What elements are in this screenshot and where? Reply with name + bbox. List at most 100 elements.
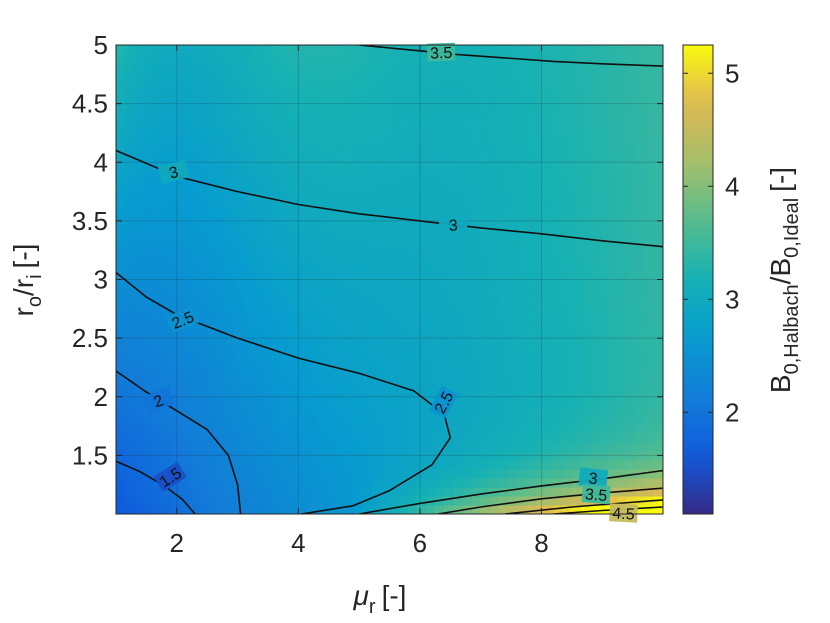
heatmap-cell — [225, 153, 236, 163]
heatmap-cell — [580, 261, 591, 272]
heatmap-cell — [608, 468, 619, 479]
heatmap-cell — [289, 216, 299, 226]
heatmap-cell — [626, 396, 637, 407]
heatmap-cell — [653, 279, 663, 290]
heatmap-cell — [389, 45, 400, 55]
heatmap-cell — [571, 288, 582, 299]
heatmap-cell — [580, 81, 591, 91]
heatmap-cell — [179, 108, 190, 118]
heatmap-cell — [161, 441, 172, 452]
heatmap-cell — [544, 288, 555, 299]
heatmap-cell — [261, 450, 272, 461]
heatmap-cell — [380, 459, 391, 470]
heatmap-cell — [562, 414, 573, 425]
heatmap-cell — [325, 135, 336, 145]
heatmap-cell — [444, 315, 454, 326]
heatmap-cell — [653, 108, 663, 118]
heatmap-cell — [116, 117, 126, 127]
heatmap-cell — [544, 387, 555, 398]
heatmap-cell — [544, 153, 555, 163]
heatmap-cell — [143, 225, 154, 235]
heatmap-cell — [362, 441, 372, 452]
heatmap-cell — [508, 450, 518, 461]
heatmap-cell — [380, 171, 391, 181]
heatmap-cell — [289, 189, 299, 199]
heatmap-cell — [188, 45, 199, 55]
heatmap-cell — [143, 306, 154, 317]
heatmap-cell — [480, 243, 491, 254]
heatmap-cell — [134, 342, 144, 353]
heatmap-cell — [635, 396, 646, 407]
heatmap-cell — [380, 207, 391, 217]
heatmap-cell — [480, 180, 491, 190]
heatmap-cell — [517, 477, 527, 488]
heatmap-cell — [134, 144, 144, 154]
heatmap-cell — [453, 234, 464, 245]
heatmap-cell — [280, 144, 290, 154]
heatmap-cell — [252, 216, 263, 226]
heatmap-cell — [635, 378, 646, 389]
heatmap-cell — [243, 333, 254, 344]
heatmap-cell — [225, 360, 236, 371]
y-axis-label-main: r — [8, 307, 39, 316]
heatmap-cell — [544, 459, 555, 470]
heatmap-cell — [635, 342, 646, 353]
heatmap-cell — [298, 441, 309, 452]
heatmap-cell — [334, 54, 345, 64]
heatmap-cell — [198, 504, 208, 514]
heatmap-cell — [626, 234, 637, 245]
heatmap-cell — [580, 99, 591, 109]
heatmap-cell — [234, 342, 245, 353]
heatmap-cell — [252, 54, 263, 64]
heatmap-cell — [453, 450, 464, 461]
heatmap-cell — [626, 297, 637, 308]
heatmap-cell — [526, 288, 536, 299]
heatmap-cell — [280, 261, 290, 272]
heatmap-cell — [599, 54, 609, 64]
heatmap-cell — [125, 162, 135, 172]
heatmap-cell — [435, 171, 445, 181]
heatmap-cell — [562, 243, 573, 254]
heatmap-cell — [334, 252, 345, 263]
heatmap-cell — [553, 207, 564, 217]
heatmap-cell — [462, 450, 473, 461]
heatmap-cell — [571, 180, 582, 190]
heatmap-cell — [316, 342, 327, 353]
heatmap-cell — [371, 135, 381, 145]
heatmap-cell — [125, 468, 135, 479]
heatmap-cell — [553, 288, 564, 299]
heatmap-cell — [225, 171, 236, 181]
heatmap-cell — [170, 99, 181, 109]
heatmap-cell — [608, 126, 619, 136]
heatmap-cell — [380, 369, 391, 380]
heatmap-cell — [316, 306, 327, 317]
heatmap-cell — [562, 198, 573, 208]
heatmap-cell — [653, 459, 663, 470]
heatmap-cell — [252, 153, 263, 163]
heatmap-cell — [489, 306, 500, 317]
heatmap-cell — [517, 162, 527, 172]
heatmap-cell — [170, 306, 181, 317]
heatmap-cell — [608, 297, 619, 308]
heatmap-cell — [207, 252, 217, 263]
heatmap-cell — [599, 306, 609, 317]
heatmap-cell — [380, 405, 391, 416]
x-axis-label-unit: [-] — [382, 580, 407, 611]
heatmap-cell — [188, 504, 199, 514]
heatmap-cell — [389, 81, 400, 91]
contour-label-bg — [157, 159, 190, 184]
heatmap-cell — [462, 459, 473, 470]
heatmap-cell — [316, 117, 327, 127]
contour-line — [553, 506, 663, 514]
heatmap-cell — [362, 243, 372, 254]
heatmap-cell — [553, 324, 564, 335]
heatmap-cell — [161, 270, 172, 281]
heatmap-cell — [626, 495, 637, 506]
heatmap-cell — [170, 81, 181, 91]
heatmap-cell — [389, 54, 400, 64]
heatmap-cell — [116, 81, 126, 91]
heatmap-cell — [626, 333, 637, 344]
heatmap-cell — [216, 396, 226, 407]
heatmap-cell — [353, 225, 363, 235]
heatmap-cell — [353, 504, 363, 514]
